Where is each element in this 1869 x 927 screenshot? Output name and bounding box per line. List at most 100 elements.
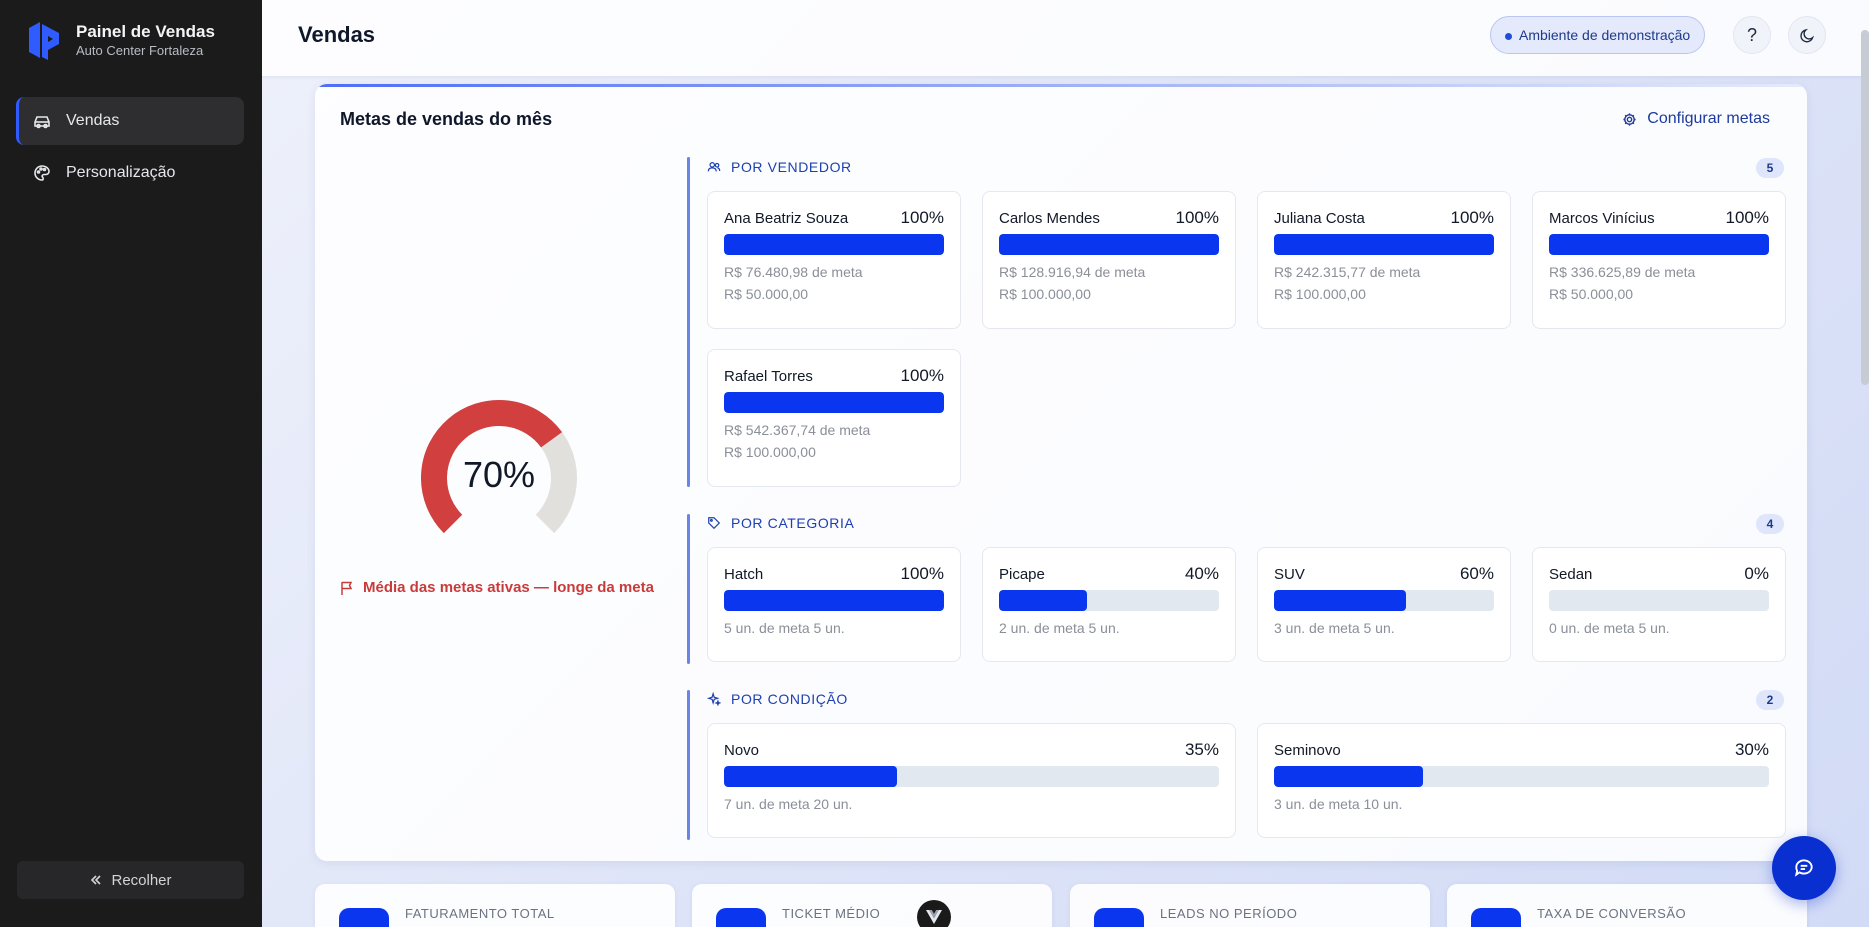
moon-icon bbox=[1799, 28, 1814, 42]
brand-title: Painel de Vendas bbox=[76, 22, 215, 41]
section-heading-seller: POR VENDEDOR bbox=[707, 159, 852, 175]
goal-percent: 100% bbox=[900, 208, 944, 227]
goal-name: Seminovo bbox=[1274, 742, 1341, 759]
goal-name: Hatch bbox=[724, 566, 764, 583]
goal-card[interactable]: Carlos Mendes 100% R$ 128.916,94 de meta R$… bbox=[982, 191, 1236, 329]
goal-target: R$ 100.000,00 bbox=[724, 444, 816, 460]
scrollbar[interactable] bbox=[1861, 30, 1869, 385]
goal-progress-track bbox=[1549, 234, 1769, 255]
goal-progress-track bbox=[999, 590, 1219, 611]
help-button[interactable]: ? bbox=[1733, 16, 1771, 54]
goal-progress-fill bbox=[999, 590, 1087, 611]
revenue-icon bbox=[339, 908, 389, 927]
environment-badge[interactable]: Ambiente de demonstração bbox=[1490, 16, 1706, 54]
sales-goals-card: Metas de vendas do mês Configurar metas … bbox=[315, 84, 1807, 861]
sidebar-item-label: Personalização bbox=[66, 164, 176, 181]
goal-percent: 0% bbox=[1744, 564, 1769, 583]
goal-detail: R$ 76.480,98 de meta bbox=[724, 264, 863, 280]
goal-card[interactable]: Juliana Costa 100% R$ 242.315,77 de meta R$… bbox=[1257, 191, 1511, 329]
tag-icon bbox=[708, 517, 721, 530]
chat-assistant-button[interactable] bbox=[1772, 836, 1836, 900]
environment-badge-label: Ambiente de demonstração bbox=[1519, 27, 1691, 43]
goal-target: R$ 50.000,00 bbox=[1549, 286, 1634, 302]
sidebar-item-personalizacao[interactable]: Personalização bbox=[16, 149, 244, 197]
goal-progress-fill bbox=[1274, 590, 1406, 611]
goal-detail: 7 un. de meta 20 un. bbox=[724, 796, 853, 812]
users-icon bbox=[707, 162, 721, 172]
goal-progress-track bbox=[724, 392, 944, 413]
goal-card[interactable]: SUV 60% 3 un. de meta 5 un. bbox=[1257, 547, 1511, 662]
gear-icon bbox=[1623, 112, 1636, 126]
goal-progress-track bbox=[724, 590, 944, 611]
kpi-card-leads[interactable]: LEADS NO PERÍODO bbox=[1070, 884, 1430, 927]
goal-detail: 0 un. de meta 5 un. bbox=[1549, 620, 1670, 636]
goal-progress-fill bbox=[999, 234, 1219, 255]
collapse-button[interactable]: Recolher bbox=[17, 861, 244, 899]
kpi-card-conversion[interactable]: TAXA DE CONVERSÃO bbox=[1447, 884, 1807, 927]
status-dot-icon bbox=[1505, 33, 1512, 40]
main-content: Vendas Ambiente de demonstração ? Metas … bbox=[262, 0, 1869, 927]
goal-detail: R$ 128.916,94 de meta bbox=[999, 264, 1146, 280]
sidebar-item-vendas[interactable]: Vendas bbox=[16, 97, 244, 145]
goal-card[interactable]: Seminovo 30% 3 un. de meta 10 un. bbox=[1257, 723, 1786, 838]
configure-goals-button[interactable]: Configurar metas bbox=[1622, 110, 1770, 128]
brand-subtitle: Auto Center Fortaleza bbox=[76, 43, 204, 58]
kpi-label: TAXA DE CONVERSÃO bbox=[1537, 906, 1687, 921]
kpi-card-revenue[interactable]: FATURAMENTO TOTAL bbox=[315, 884, 675, 927]
sidebar-item-label: Vendas bbox=[66, 112, 120, 129]
goal-percent: 100% bbox=[1175, 208, 1219, 227]
kpi-label: TICKET MÉDIO bbox=[782, 906, 881, 921]
goal-name: Picape bbox=[999, 566, 1045, 583]
goal-progress-fill bbox=[724, 590, 944, 611]
goal-name: SUV bbox=[1274, 566, 1305, 583]
goal-card[interactable]: Novo 35% 7 un. de meta 20 un. bbox=[707, 723, 1236, 838]
goal-card[interactable]: Sedan 0% 0 un. de meta 5 un. bbox=[1532, 547, 1786, 662]
goal-percent: 60% bbox=[1459, 564, 1494, 583]
section-heading-label: POR VENDEDOR bbox=[731, 159, 852, 175]
section-heading-label: POR CONDIÇÃO bbox=[731, 691, 848, 707]
section-divider bbox=[687, 514, 690, 664]
goal-target: R$ 100.000,00 bbox=[1274, 286, 1366, 302]
goal-card[interactable]: Rafael Torres 100% R$ 542.367,74 de meta R$… bbox=[707, 349, 961, 487]
goal-detail: 3 un. de meta 10 un. bbox=[1274, 796, 1403, 812]
goal-name: Ana Beatriz Souza bbox=[724, 210, 849, 227]
goal-detail: 2 un. de meta 5 un. bbox=[999, 620, 1120, 636]
kpi-label: LEADS NO PERÍODO bbox=[1160, 906, 1298, 921]
average-goal-value: 70% bbox=[462, 454, 536, 495]
goal-detail: 5 un. de meta 5 un. bbox=[724, 620, 845, 636]
topbar: Vendas Ambiente de demonstração ? bbox=[262, 0, 1869, 76]
goal-card[interactable]: Marcos Vinícius 100% R$ 336.625,89 de meta… bbox=[1532, 191, 1786, 329]
goal-card[interactable]: Hatch 100% 5 un. de meta 5 un. bbox=[707, 547, 961, 662]
goal-card[interactable]: Ana Beatriz Souza 100% R$ 76.480,98 de met… bbox=[707, 191, 961, 329]
seller-count-badge: 5 bbox=[1756, 158, 1784, 178]
goal-name: Novo bbox=[724, 742, 760, 759]
goal-detail: R$ 542.367,74 de meta bbox=[724, 422, 871, 438]
configure-goals-label: Configurar metas bbox=[1647, 110, 1770, 127]
help-icon: ? bbox=[1746, 24, 1757, 45]
goal-target: R$ 100.000,00 bbox=[999, 286, 1091, 302]
goal-percent: 35% bbox=[1184, 740, 1219, 759]
kpi-card-average-ticket[interactable]: TICKET MÉDIO bbox=[692, 884, 1052, 927]
brand[interactable]: Painel de Vendas Auto Center Fortaleza bbox=[26, 20, 215, 62]
goal-target: R$ 50.000,00 bbox=[724, 286, 809, 302]
goal-percent: 100% bbox=[1725, 208, 1769, 227]
goal-progress-fill bbox=[1274, 766, 1423, 787]
goal-progress-track bbox=[1549, 590, 1769, 611]
goal-progress-fill bbox=[1549, 234, 1769, 255]
goal-detail: R$ 336.625,89 de meta bbox=[1549, 264, 1696, 280]
goal-name: Rafael Torres bbox=[724, 368, 813, 385]
section-divider bbox=[687, 690, 690, 840]
flag-icon bbox=[341, 581, 353, 595]
goal-progress-track bbox=[724, 766, 1219, 787]
palette-icon bbox=[34, 165, 50, 181]
chevrons-left-icon bbox=[91, 875, 102, 885]
goal-card[interactable]: Picape 40% 2 un. de meta 5 un. bbox=[982, 547, 1236, 662]
theme-toggle-button[interactable] bbox=[1788, 16, 1826, 54]
goals-title: Metas de vendas do mês bbox=[340, 109, 553, 129]
section-heading-condition: POR CONDIÇÃO bbox=[707, 691, 848, 707]
goal-status-text: Média das metas ativas — longe da meta bbox=[339, 579, 654, 596]
goal-progress-track bbox=[999, 234, 1219, 255]
category-count-badge: 4 bbox=[1756, 514, 1784, 534]
vue-devtools-button[interactable] bbox=[917, 900, 951, 927]
goal-progress-track bbox=[724, 234, 944, 255]
